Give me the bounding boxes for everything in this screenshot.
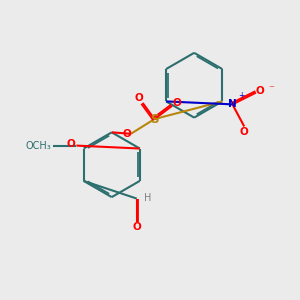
Text: O: O bbox=[132, 222, 141, 233]
Text: S: S bbox=[150, 112, 159, 126]
Text: N: N bbox=[228, 99, 237, 110]
Text: O: O bbox=[255, 86, 264, 96]
Text: O: O bbox=[135, 94, 143, 103]
Text: H: H bbox=[144, 193, 152, 203]
Text: O: O bbox=[66, 139, 75, 149]
Text: OCH₃: OCH₃ bbox=[26, 141, 51, 151]
Text: O: O bbox=[172, 98, 181, 108]
Text: O: O bbox=[123, 129, 132, 139]
Text: O: O bbox=[240, 127, 249, 137]
Text: ⁻: ⁻ bbox=[268, 85, 274, 94]
Text: +: + bbox=[238, 91, 244, 100]
